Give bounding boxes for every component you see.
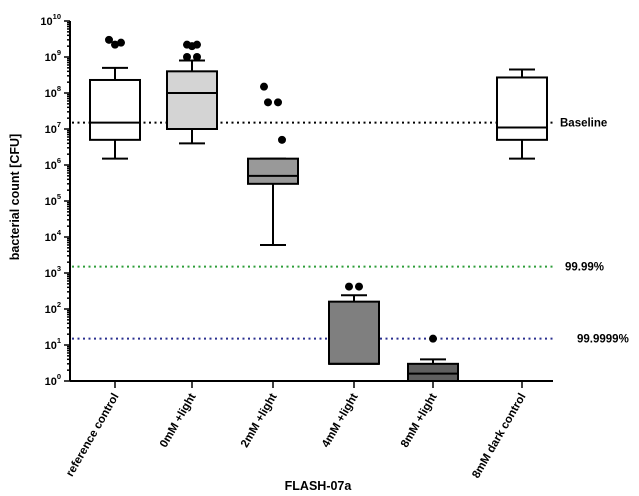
- x-tick-label: 8mM dark control: [470, 392, 528, 481]
- x-tick-label: reference control: [64, 392, 121, 479]
- x-tick-label: 0mM +light: [158, 391, 199, 449]
- box-group: [407, 334, 459, 383]
- box-group: [89, 35, 141, 160]
- box-group: [328, 282, 380, 365]
- y-axis-title: bacterial count [CFU]: [8, 134, 22, 260]
- y-tick-label: 108: [45, 84, 61, 100]
- box-group: [496, 68, 548, 160]
- box: [328, 300, 380, 365]
- y-tick-label: 104: [45, 228, 62, 244]
- y-tick-label: 1010: [40, 12, 61, 28]
- reference-line-label: 99.9999%: [577, 334, 629, 346]
- outlier-point: [345, 282, 353, 291]
- y-tick-label: 100: [45, 372, 61, 388]
- outlier-point: [183, 53, 191, 61]
- box: [89, 78, 141, 141]
- reference-lines: Baseline 99.99% 99.9999%: [72, 118, 629, 346]
- y-tick-label: 107: [45, 120, 61, 136]
- outlier-point: [105, 35, 113, 44]
- outlier-point: [278, 135, 286, 144]
- outlier-point: [111, 40, 119, 49]
- box: [247, 157, 299, 185]
- y-axis: 100 101 102 103 104 105 106 107 108 109 1010: [40, 12, 71, 388]
- x-tick-label: 4mM +light: [320, 391, 361, 449]
- y-tick-label: 102: [45, 300, 61, 316]
- outlier-point: [193, 53, 201, 61]
- box: [496, 76, 548, 141]
- outlier-point: [117, 38, 125, 47]
- outlier-point: [429, 334, 437, 343]
- x-axis: reference control 0mM +light 2mM +light 4mM…: [64, 380, 553, 481]
- boxes: [89, 35, 548, 383]
- outlier-point: [355, 282, 363, 291]
- y-tick-label: 101: [45, 336, 61, 352]
- x-axis-title: FLASH-07a: [285, 479, 353, 493]
- y-tick-label: 109: [45, 48, 61, 64]
- x-tick-label: 2mM +light: [239, 391, 280, 449]
- outlier-point: [274, 98, 282, 107]
- box-group: [247, 82, 299, 246]
- x-tick-label: 8mM +light: [399, 391, 440, 449]
- outlier-point: [264, 98, 272, 107]
- outlier-point: [260, 82, 268, 91]
- y-tick-label: 105: [45, 192, 61, 208]
- reference-line-label: Baseline: [560, 118, 607, 130]
- box: [407, 362, 459, 383]
- outlier-point: [188, 42, 196, 51]
- reference-line-label: 99.99%: [565, 262, 604, 274]
- box-group: [166, 40, 218, 145]
- y-tick-label: 106: [45, 156, 61, 172]
- y-tick-label: 103: [45, 264, 61, 280]
- box: [166, 70, 218, 131]
